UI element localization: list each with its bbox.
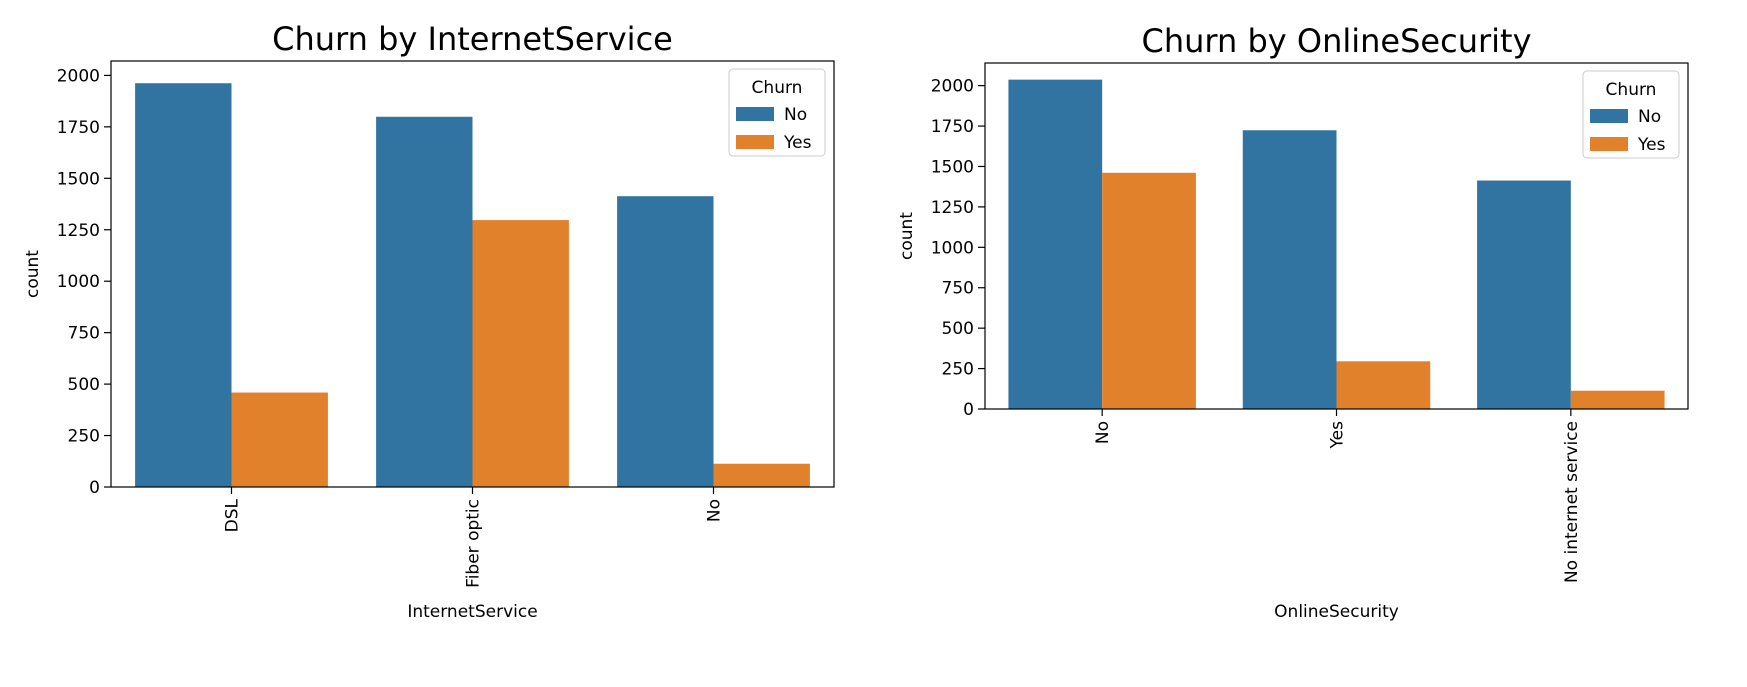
y-tick-label: 750 bbox=[68, 324, 100, 344]
y-tick-label: 1500 bbox=[931, 157, 974, 177]
bar-yes-2 bbox=[472, 220, 569, 487]
y-tick-label: 1500 bbox=[57, 169, 100, 189]
legend-label-no: No bbox=[1638, 107, 1661, 127]
y-tick-label: 250 bbox=[68, 427, 100, 447]
chart-title: Churn by InternetService bbox=[272, 20, 673, 58]
bar-yes-1 bbox=[1102, 172, 1196, 409]
x-tick-label: Fiber optic bbox=[464, 499, 484, 588]
legend: Churn No Yes bbox=[728, 68, 826, 157]
bar-yes-1 bbox=[231, 392, 328, 487]
legend-box bbox=[728, 68, 826, 157]
y-tick-label: 1750 bbox=[57, 118, 100, 138]
x-tick-label: No internet service bbox=[1562, 421, 1582, 583]
y-tick-label: 2000 bbox=[57, 66, 100, 86]
y-tick-label: 2000 bbox=[931, 77, 974, 97]
legend-title: Churn bbox=[1606, 80, 1657, 100]
bar-no-3 bbox=[1477, 180, 1571, 409]
chart-1: 0 250 500 750 1000 1250 1500 1750 2000 DSL Fiber o… bbox=[23, 20, 835, 622]
legend: Churn No Yes bbox=[1582, 70, 1680, 159]
y-tick-label: 0 bbox=[89, 478, 100, 498]
y-tick-label: 500 bbox=[68, 375, 100, 395]
legend-label-no: No bbox=[784, 105, 807, 125]
y-axis-label: count bbox=[23, 250, 43, 298]
y-tick-label: 1000 bbox=[931, 238, 974, 258]
x-axis-label: InternetService bbox=[407, 602, 537, 622]
y-tick-label: 750 bbox=[942, 279, 974, 299]
x-tick-label: No bbox=[705, 499, 725, 522]
bar-no-1 bbox=[135, 83, 232, 487]
legend-swatch-yes bbox=[736, 135, 774, 149]
legend-swatch-no bbox=[1590, 109, 1628, 123]
legend-label-yes: Yes bbox=[783, 133, 812, 153]
legend-label-yes: Yes bbox=[1637, 135, 1666, 155]
bar-yes-2 bbox=[1336, 361, 1431, 409]
legend-title: Churn bbox=[752, 78, 803, 98]
bar-no-2 bbox=[376, 116, 473, 488]
legend-swatch-no bbox=[736, 107, 774, 121]
y-tick-label: 1250 bbox=[931, 198, 974, 218]
chart-2: 0 250 500 750 1000 1250 1500 1750 2000 No Yes No in… bbox=[897, 22, 1689, 622]
x-axis-label: OnlineSecurity bbox=[1274, 602, 1399, 622]
legend-swatch-yes bbox=[1590, 137, 1628, 151]
bar-no-3 bbox=[617, 196, 714, 487]
y-tick-label: 250 bbox=[942, 360, 974, 380]
y-tick-label: 0 bbox=[963, 400, 974, 420]
y-tick-label: 1750 bbox=[931, 117, 974, 137]
bar-no-2 bbox=[1242, 130, 1337, 409]
x-tick-label: DSL bbox=[223, 498, 243, 532]
y-tick-label: 500 bbox=[942, 319, 974, 339]
chart-title: Churn by OnlineSecurity bbox=[1142, 22, 1532, 60]
y-tick-label: 1250 bbox=[57, 221, 100, 241]
y-tick-label: 1000 bbox=[57, 272, 100, 292]
x-tick-label: Yes bbox=[1328, 421, 1348, 450]
bar-no-1 bbox=[1008, 79, 1103, 410]
y-axis-label: count bbox=[897, 212, 917, 260]
bar-yes-3 bbox=[1570, 390, 1665, 409]
legend-box bbox=[1582, 70, 1680, 159]
bar-yes-3 bbox=[713, 463, 810, 487]
x-tick-label: No bbox=[1093, 421, 1113, 444]
